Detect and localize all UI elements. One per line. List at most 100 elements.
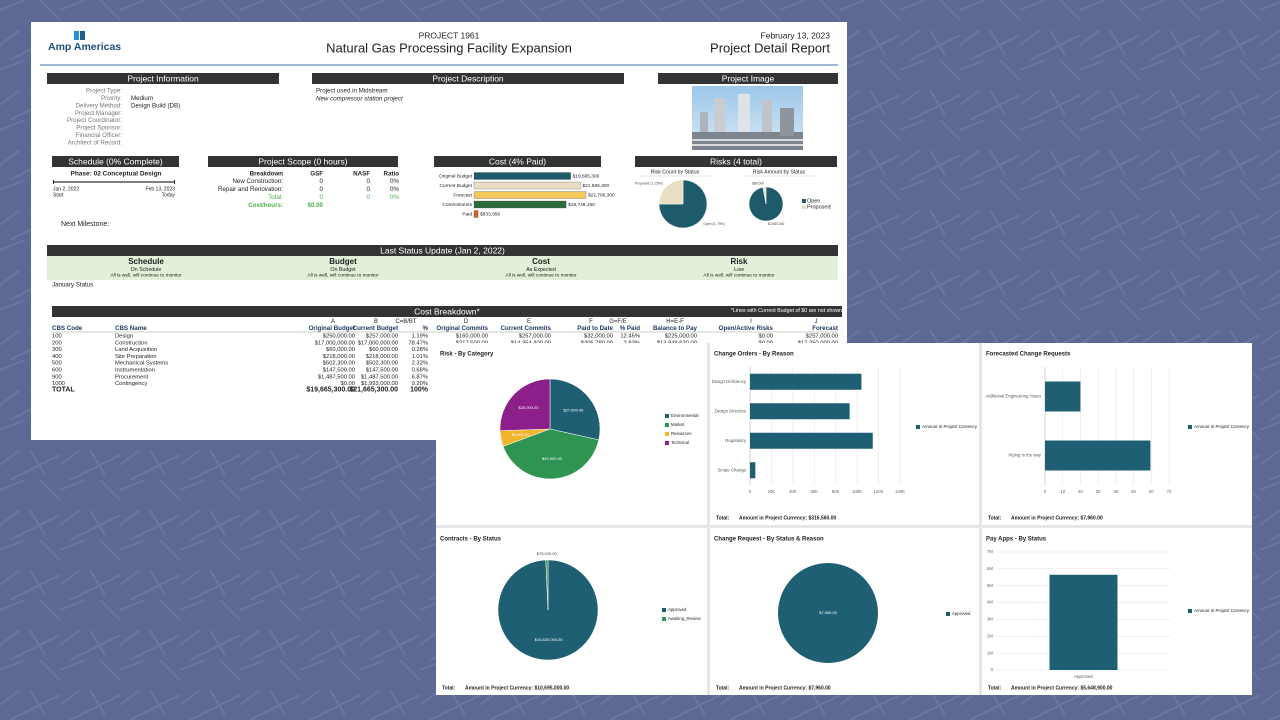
section-header [47, 73, 279, 84]
section-header [312, 73, 624, 84]
y-tick-label: Scope Change [718, 467, 747, 472]
status-value: Low [734, 267, 744, 273]
y-tick-label: Design Deficiency [712, 379, 747, 384]
breakdown-cell: Contingency [115, 381, 147, 387]
breakdown-cell: $1,487,500.00 [361, 374, 398, 380]
panel-title: Change Orders - By Reason [714, 352, 794, 358]
breakdown-cell: $225,000.00 [665, 334, 697, 340]
legend-swatch [916, 425, 920, 429]
breakdown-cell: 1.19% [412, 334, 428, 340]
field-label: Project Type: [86, 88, 122, 95]
pie-slice [658, 179, 684, 205]
column-header: % Paid [620, 325, 641, 332]
column-letter: E [527, 319, 531, 325]
y-tick-label: Regulatory [725, 438, 747, 443]
scope-cost: $0.00 [308, 202, 324, 209]
legend-swatch [662, 608, 666, 612]
breakdown-cell: $160,000.00 [456, 334, 488, 340]
x-tick-label: 0 [749, 489, 752, 494]
breakdown-cell: 9.20% [412, 381, 428, 387]
legend-label: Approved [668, 607, 687, 612]
report-title: Natural Gas Processing Facility Expansio… [326, 40, 572, 55]
breakdown-cell: 2.32% [412, 361, 428, 367]
panel-total-label: Total: [988, 515, 1002, 521]
panel-title: Risk - By Category [440, 352, 494, 358]
scope-cell: New Construction: [232, 178, 283, 185]
x-tick-label: Approved [1074, 674, 1093, 679]
breakdown-cell: $257,000.00 [519, 334, 551, 340]
cost-category: Original Budget [439, 173, 473, 179]
column-letter: F [589, 319, 593, 325]
section-title: Project Information [127, 73, 199, 83]
scope-cost: Cost/hours: [248, 202, 283, 209]
breakdown-cell: Site Preparation [115, 354, 157, 360]
logo-text: Amp Americas [48, 41, 121, 53]
breakdown-cell: $250,000.00 [323, 334, 355, 340]
logo-icon [74, 31, 85, 40]
breakdown-cell: 1000 [52, 381, 65, 387]
pie-label: $25,000.00 [518, 405, 539, 410]
status-title: Schedule [128, 257, 164, 266]
column-header: Original Commits [436, 325, 488, 332]
x-tick-label: 0 [1044, 489, 1047, 494]
scope-cell: 0 [320, 186, 324, 193]
legend-swatch [802, 199, 806, 203]
legend-label: Approved [952, 611, 971, 616]
risk-chart-title: Risk Amount by Status [753, 169, 806, 175]
schedule-phase: Phase: 02 Conceptual Design [70, 171, 161, 178]
legend-swatch [662, 617, 666, 621]
scope-cell: 0 [320, 194, 324, 201]
breakdown-cell: Construction [115, 340, 148, 346]
breakdown-cell: 0.68% [412, 368, 428, 374]
breakdown-cell: 12.45% [620, 334, 640, 340]
scope-header: Breakdown [250, 171, 284, 178]
breakdown-cell: $60,000.00 [326, 347, 355, 353]
status-note: All is well, will continue to monitor [307, 272, 379, 278]
panel-total: Amount in Project Currency: $10,695,000.… [465, 685, 569, 691]
scope-cell: 0% [390, 186, 399, 193]
risk-chart-title: Risk Count by Status [651, 169, 700, 175]
legend-swatch [1188, 609, 1192, 613]
cost-bar [473, 210, 479, 218]
breakdown-cell: $147,500.00 [323, 368, 355, 374]
x-tick-label: 100K [852, 489, 862, 494]
schedule-start-label: Start [53, 192, 64, 198]
x-tick-label: 140K [895, 489, 905, 494]
column-letter: C=B/BT [395, 319, 417, 325]
section-header [208, 156, 398, 167]
pie-slice [778, 563, 878, 663]
panel-total-label: Total: [988, 685, 1002, 691]
pie-label: $80,000 [752, 182, 764, 186]
x-tick-label: 70 [1167, 489, 1172, 494]
cost-category: Forecast [453, 192, 472, 198]
y-tick-label: Piping in the way [1009, 453, 1042, 458]
legend-swatch [1188, 425, 1192, 429]
section-title: Cost Breakdown* [414, 306, 480, 316]
column-header: % [422, 325, 428, 332]
breakdown-cell: $32,000.00 [584, 334, 613, 340]
status-title: Cost [532, 257, 550, 266]
status-comment: January Status [52, 282, 93, 289]
section-title: Schedule (0% Complete) [68, 156, 163, 166]
breakdown-cell: Mechanical Systems [115, 361, 168, 367]
column-letter: J [815, 319, 818, 325]
breakdown-cell: $60,000.00 [369, 347, 398, 353]
pie-label: $40,000.00 [542, 456, 563, 461]
breakdown-cell: $218,000.00 [323, 354, 355, 360]
legend-swatch [665, 414, 669, 418]
breakdown-cell: $257,000.00 [806, 334, 838, 340]
panel-total: Amount in Project Currency: $316,560.00 [739, 515, 836, 521]
schedule-today: Feb 13, 2023 [146, 186, 176, 192]
legend-label: Proposed [807, 204, 831, 210]
cost-category: Paid [462, 211, 472, 217]
legend-label: Environmental [671, 413, 699, 418]
field-label: Delivery Method: [76, 102, 123, 109]
column-header: Balance to Pay [653, 325, 698, 332]
y-tick-label: 7M [987, 549, 993, 554]
field-label: Priority: [101, 95, 122, 102]
pie-label: Open (3, 75%) [703, 222, 724, 226]
section-title: Risks (4 total) [710, 156, 762, 166]
column-letter: D [464, 319, 469, 325]
y-tick-label: 5M [987, 583, 993, 588]
next-milestone: Next Milestone: [61, 221, 109, 228]
